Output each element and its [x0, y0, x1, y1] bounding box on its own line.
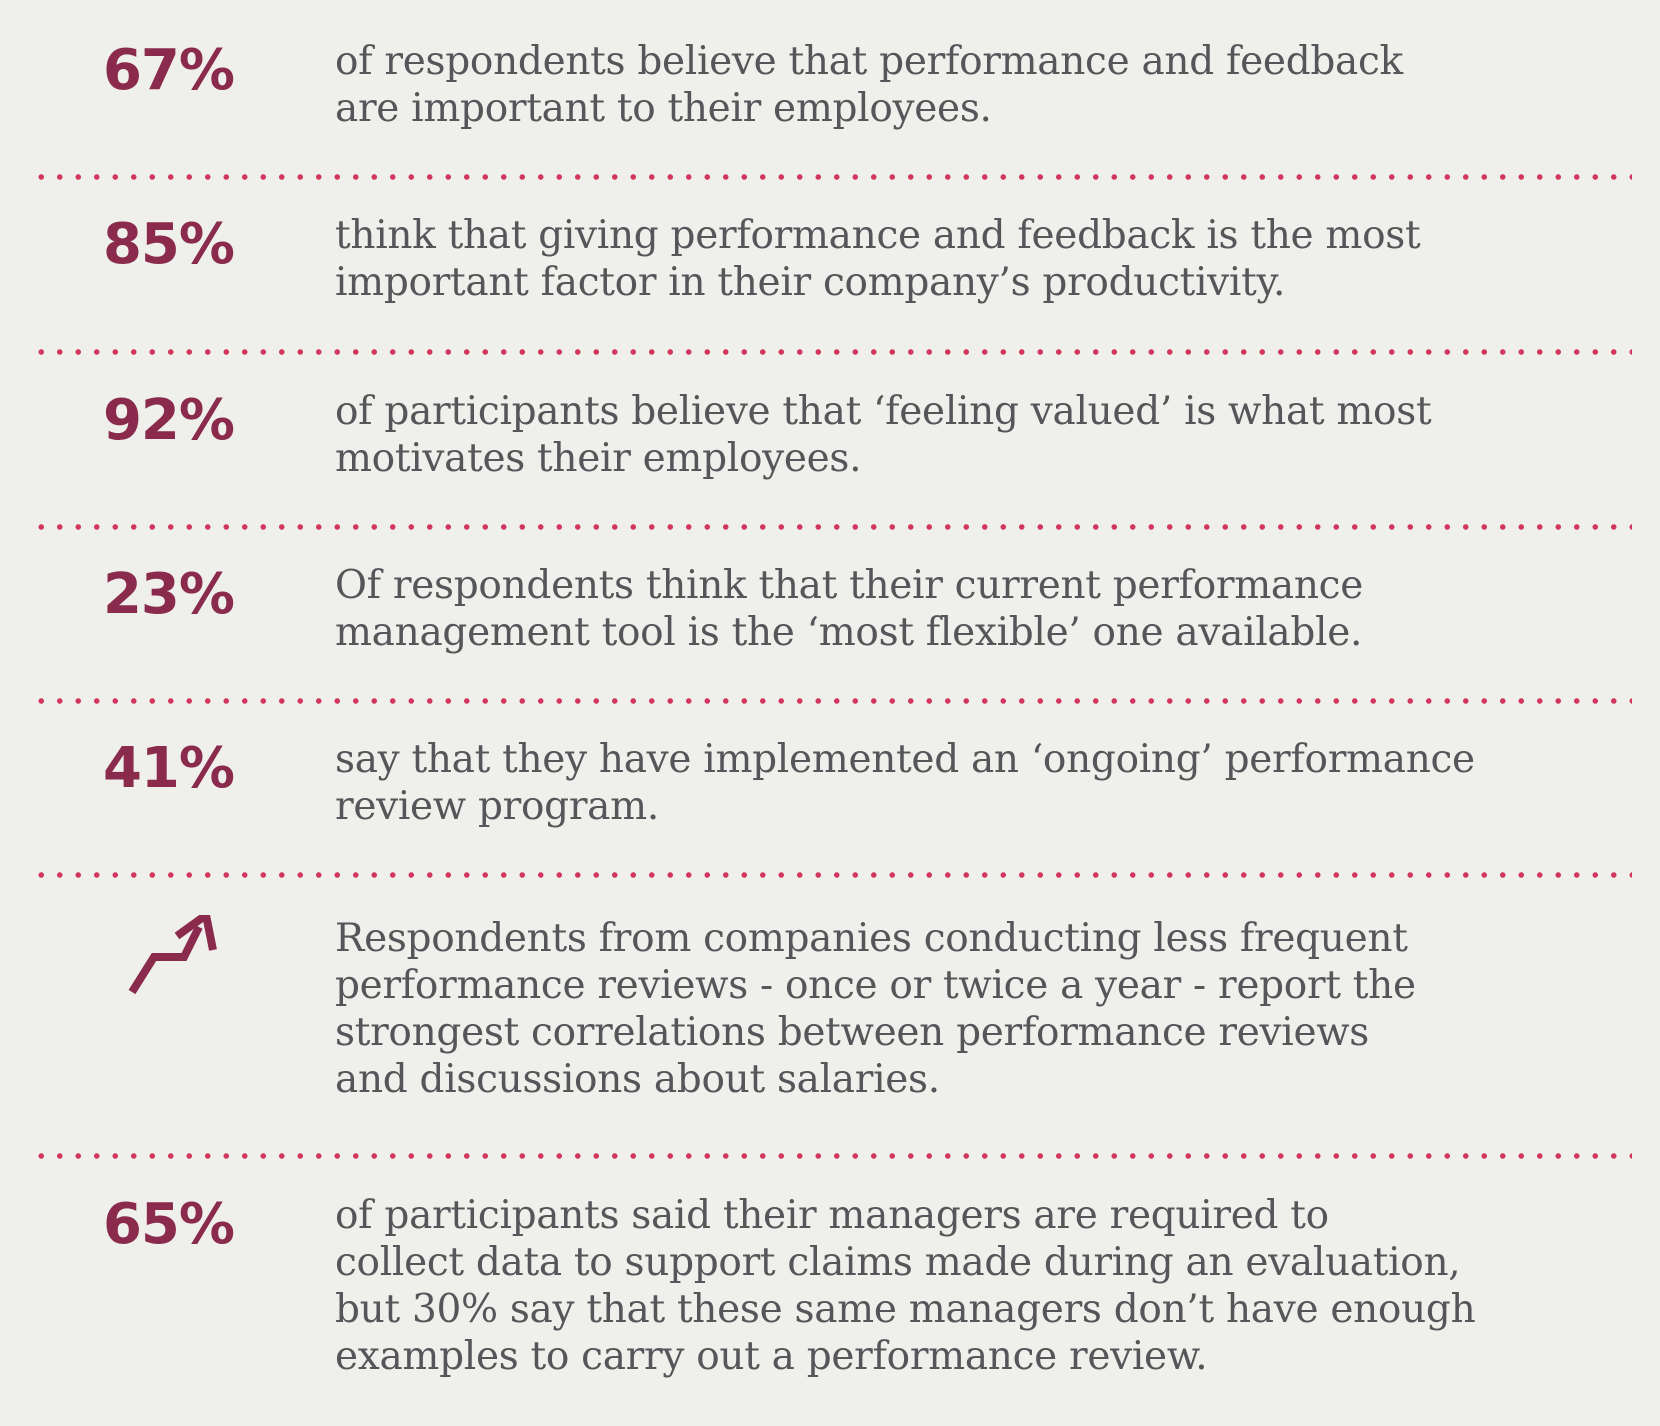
stat-description-line: and discussions about salaries.: [335, 1057, 940, 1102]
stat-description-line: but 30% say that these same managers don…: [335, 1287, 1476, 1332]
stat-description: think that giving performance and feedba…: [335, 212, 1635, 306]
stat-value: 67%: [102, 38, 235, 103]
stat-description-line: of respondents believe that performance …: [335, 39, 1403, 84]
stat-description-line: performance reviews - once or twice a ye…: [335, 963, 1416, 1008]
stat-description-line: management tool is the ‘most flexible’ o…: [335, 610, 1363, 655]
stat-value: 92%: [102, 388, 235, 453]
stat-description-line: important factor in their company’s prod…: [335, 260, 1286, 305]
dotted-divider: [32, 523, 1632, 531]
stat-description-line: of participants believe that ‘feeling va…: [335, 389, 1432, 434]
dotted-divider: [32, 348, 1632, 356]
stat-description-line: think that giving performance and feedba…: [335, 213, 1421, 258]
stat-description: say that they have implemented an ‘ongoi…: [335, 736, 1635, 830]
stat-description-line: collect data to support claims made duri…: [335, 1240, 1461, 1285]
stat-description-line: motivates their employees.: [335, 436, 862, 481]
stat-value: 41%: [102, 736, 235, 801]
stat-description-line: strongest correlations between performan…: [335, 1010, 1370, 1055]
stat-description-line: review program.: [335, 784, 659, 829]
dotted-divider: [32, 173, 1632, 181]
dotted-divider: [32, 697, 1632, 705]
stat-value: 23%: [102, 562, 235, 627]
stat-value: 65%: [102, 1192, 235, 1257]
stat-description-line: Respondents from companies conducting le…: [335, 916, 1408, 961]
stat-value: 85%: [102, 212, 235, 277]
stat-description: of participants believe that ‘feeling va…: [335, 388, 1635, 482]
stat-description: Of respondents think that their current …: [335, 562, 1635, 656]
dotted-divider: [32, 1152, 1632, 1160]
stat-description: Respondents from companies conducting le…: [335, 915, 1635, 1103]
stat-description-line: Of respondents think that their current …: [335, 563, 1363, 608]
stat-description-line: are important to their employees.: [335, 86, 992, 131]
stat-description-line: examples to carry out a performance revi…: [335, 1334, 1208, 1379]
stat-description: of participants said their managers are …: [335, 1192, 1635, 1380]
stat-description-line: say that they have implemented an ‘ongoi…: [335, 737, 1475, 782]
trend-up-arrow-icon: [128, 915, 217, 995]
stat-description: of respondents believe that performance …: [335, 38, 1635, 132]
dotted-divider: [32, 871, 1632, 879]
stat-description-line: of participants said their managers are …: [335, 1193, 1329, 1238]
